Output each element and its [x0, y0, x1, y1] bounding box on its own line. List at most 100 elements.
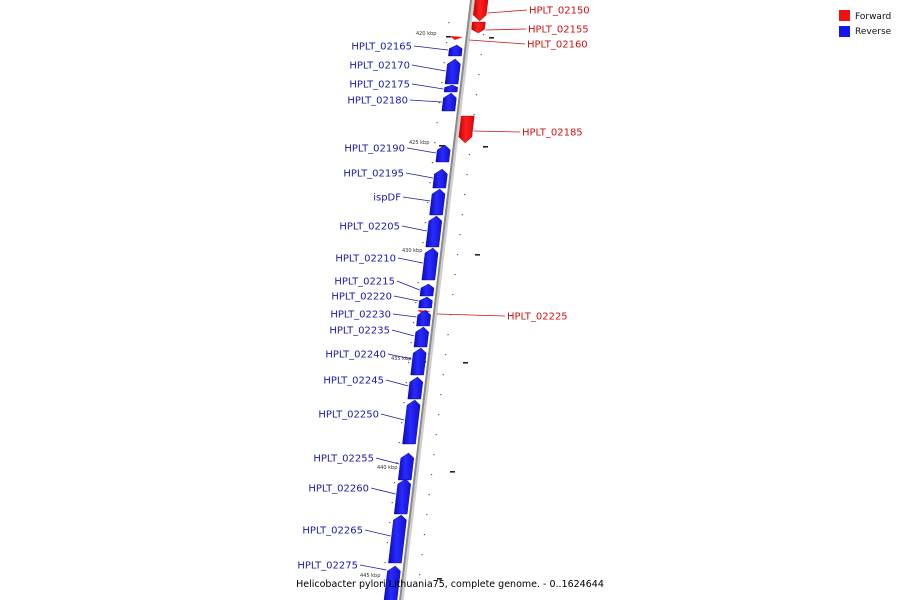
gene-label[interactable]: ispDF [373, 193, 401, 204]
minor-tick [421, 554, 423, 556]
minor-tick [482, 34, 485, 36]
label-leader-line [473, 130, 521, 133]
scale-label: 420 kbp [416, 31, 436, 37]
gene-feature[interactable] [473, 0, 489, 22]
label-leader-line [406, 147, 436, 154]
minor-tick [464, 194, 466, 196]
label-leader-line [413, 45, 449, 51]
minor-tick [459, 234, 461, 236]
gene-feature[interactable] [448, 44, 463, 57]
gene-feature[interactable] [421, 247, 439, 281]
label-leader-line [469, 39, 526, 45]
gene-feature[interactable] [449, 36, 463, 40]
minor-tick [445, 42, 448, 44]
gene-label[interactable]: HPLT_02180 [347, 96, 408, 107]
gene-label[interactable]: HPLT_02235 [329, 326, 390, 337]
gene-label[interactable]: HPLT_02225 [507, 312, 568, 323]
minor-tick [454, 274, 456, 276]
gene-feature[interactable] [425, 215, 443, 248]
scale-tick [437, 578, 442, 580]
gene-feature[interactable] [410, 347, 427, 376]
label-leader-line [391, 329, 415, 337]
scale-label: 425 kbp [409, 140, 429, 146]
minor-tick [401, 422, 403, 424]
gene-label[interactable]: HPLT_02155 [528, 25, 589, 36]
gene-label[interactable]: HPLT_02260 [308, 484, 369, 495]
gene-feature[interactable] [429, 188, 446, 216]
minor-tick [442, 374, 444, 376]
label-leader-line [401, 225, 427, 232]
scale-tick [483, 146, 488, 148]
label-leader-line [359, 564, 387, 571]
gene-label[interactable]: HPLT_02185 [522, 128, 583, 139]
minor-tick [452, 294, 454, 296]
gene-label[interactable]: HPLT_02240 [325, 350, 386, 361]
gene-label[interactable]: HPLT_02255 [313, 454, 374, 465]
gene-feature[interactable] [458, 115, 475, 144]
label-leader-line [392, 313, 417, 318]
gene-feature[interactable] [444, 58, 461, 85]
label-leader-line [409, 99, 442, 103]
gene-label[interactable]: HPLT_02160 [527, 40, 588, 51]
gene-label[interactable]: HPLT_02210 [335, 254, 396, 265]
minor-tick [436, 122, 438, 124]
minor-tick [408, 362, 410, 364]
gene-label[interactable]: HPLT_02190 [344, 144, 405, 155]
minor-tick [386, 542, 389, 544]
gene-feature[interactable] [443, 84, 458, 93]
legend: Forward Reverse [839, 10, 892, 37]
minor-tick [443, 62, 445, 64]
scale-label: 435 kbp [391, 356, 411, 362]
minor-tick [440, 394, 442, 396]
gene-labels: HPLT_02150 HPLT_02155 HPLT_02160 HPLT_02165… [297, 6, 589, 572]
gene-label[interactable]: HPLT_02205 [339, 222, 400, 233]
gene-feature[interactable] [413, 326, 429, 348]
gene-label[interactable]: HPLT_02245 [323, 376, 384, 387]
gene-label[interactable]: HPLT_02165 [351, 42, 412, 53]
genome-backbone [399, 0, 475, 600]
gene-feature[interactable] [393, 478, 411, 515]
gene-label[interactable]: HPLT_02230 [330, 310, 391, 321]
gene-feature[interactable] [419, 283, 435, 297]
gene-feature[interactable] [441, 92, 457, 112]
gene-label[interactable]: HPLT_02275 [297, 561, 358, 572]
minor-tick [480, 54, 482, 56]
label-leader-line [487, 9, 528, 14]
gene-label[interactable]: HPLT_02220 [331, 292, 392, 303]
label-leader-line [370, 487, 396, 495]
legend-reverse-swatch [839, 26, 850, 37]
gene-label[interactable]: HPLT_02150 [529, 6, 590, 17]
minor-tick [405, 382, 407, 384]
label-leader-line [411, 83, 444, 90]
gene-label[interactable]: HPLT_02250 [318, 410, 379, 421]
label-leader-line [385, 379, 409, 387]
minor-tick [429, 182, 431, 184]
gene-feature[interactable] [407, 376, 424, 400]
legend-forward-swatch [839, 10, 850, 21]
minor-tick [398, 442, 400, 444]
gene-label[interactable]: HPLT_02265 [302, 526, 363, 537]
scale-tick [446, 36, 451, 38]
gene-feature[interactable] [397, 452, 415, 481]
scale-tick [475, 254, 480, 256]
gene-feature[interactable] [432, 168, 448, 189]
gene-label[interactable]: HPLT_02215 [334, 277, 395, 288]
gene-feature[interactable] [383, 565, 401, 600]
gene-feature[interactable] [471, 21, 486, 34]
gene-feature[interactable] [402, 399, 421, 445]
gene-feature[interactable] [388, 514, 407, 564]
map-caption: Helicobacter pylori Lithuania75, complet… [296, 579, 604, 590]
gene-feature[interactable] [416, 309, 431, 327]
label-leader-line [364, 529, 391, 537]
minor-tick [424, 222, 426, 224]
minor-tick [396, 462, 398, 464]
minor-tick [391, 502, 393, 504]
gene-feature[interactable] [435, 144, 451, 163]
label-leader-line [380, 413, 405, 421]
gene-feature[interactable] [418, 296, 433, 309]
minor-tick [441, 82, 443, 84]
gene-label[interactable]: HPLT_02170 [349, 61, 410, 72]
gene-label[interactable]: HPLT_02195 [343, 169, 404, 180]
gene-label[interactable]: HPLT_02175 [349, 80, 410, 91]
